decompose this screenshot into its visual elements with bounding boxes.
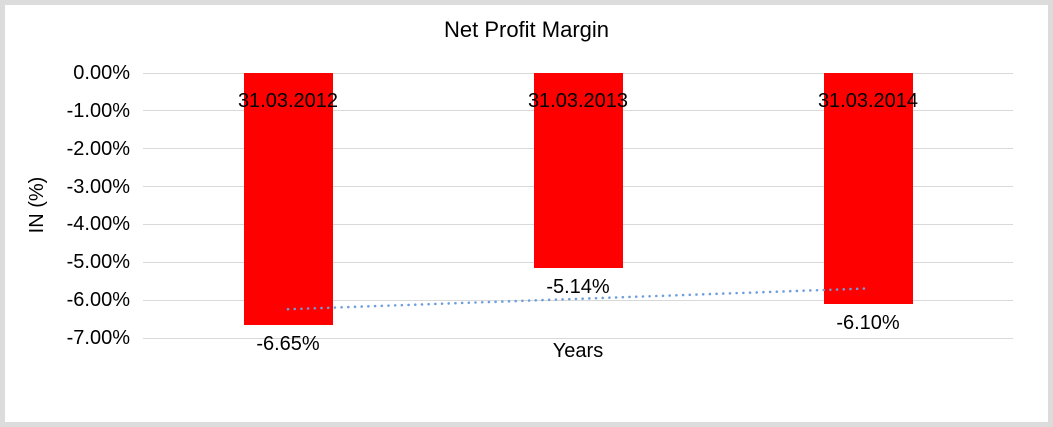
bar bbox=[243, 73, 333, 325]
y-tick-label: -1.00% bbox=[66, 99, 130, 122]
chart-title: Net Profit Margin bbox=[443, 17, 610, 42]
y-tick-label: -2.00% bbox=[66, 137, 130, 160]
x-axis-title: Years bbox=[552, 340, 604, 362]
bar bbox=[533, 73, 623, 268]
bar-category-label: 31.03.2012 bbox=[237, 90, 339, 112]
y-tick-label: -3.00% bbox=[66, 175, 130, 198]
bar-value-label: -5.14% bbox=[546, 275, 610, 298]
bar-value-label: -6.65% bbox=[256, 332, 320, 355]
bar bbox=[823, 73, 913, 304]
y-tick-label: -6.00% bbox=[66, 289, 130, 312]
bar-category-label: 31.03.2013 bbox=[527, 90, 629, 112]
y-tick-label: 0.00% bbox=[73, 62, 130, 84]
y-tick-label: -7.00% bbox=[66, 327, 130, 349]
gridline bbox=[143, 337, 1013, 339]
y-axis-title: IN (%) bbox=[26, 176, 48, 234]
bar-category-label: 31.03.2014 bbox=[817, 90, 919, 112]
y-tick-label: -4.00% bbox=[66, 213, 130, 236]
y-tick-label: -5.00% bbox=[66, 251, 130, 274]
bar-value-label: -6.10% bbox=[836, 311, 900, 334]
